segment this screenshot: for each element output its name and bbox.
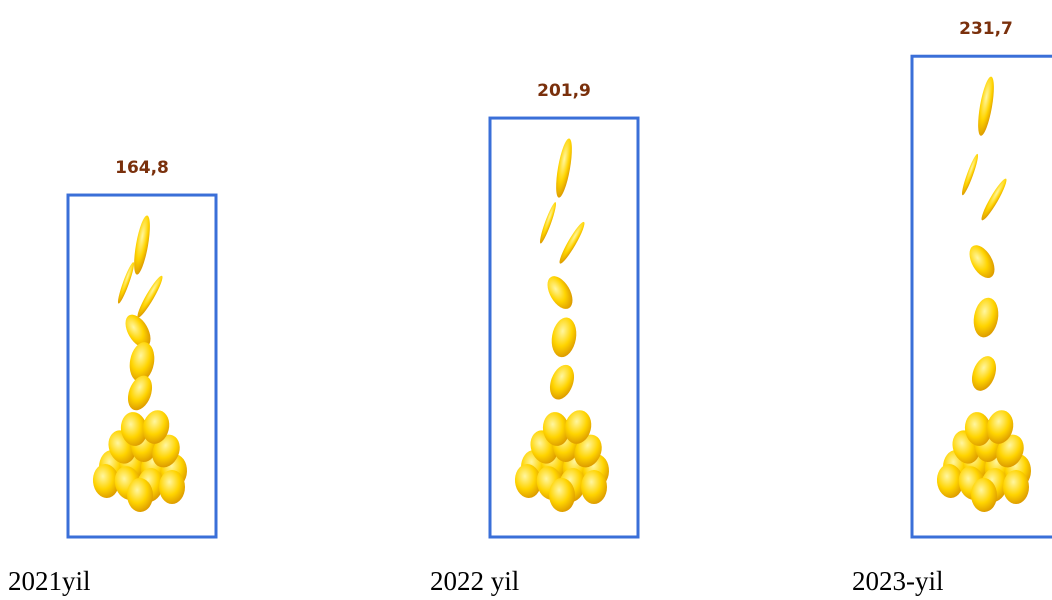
coin (960, 153, 981, 196)
chart: 164,8 2021yil 201,9 2022 yil 231,7 2023-yil (0, 0, 1052, 600)
page: {"chart_data": {"type": "bar", "categori… (0, 0, 1052, 600)
coin-decoration (935, 76, 1031, 513)
coin (979, 177, 1010, 223)
value-label: 231,7 (959, 19, 1013, 39)
coin (135, 274, 166, 320)
coin (542, 272, 577, 313)
coin (971, 296, 1002, 340)
coin-decoration (513, 137, 609, 512)
coin (1003, 470, 1029, 504)
coin (553, 137, 575, 198)
coin (549, 316, 580, 360)
coin (546, 361, 579, 402)
coin (968, 353, 1001, 394)
value-label: 164,8 (115, 158, 169, 178)
x-tick-label: 2022 yil (430, 566, 519, 596)
coin (159, 470, 185, 504)
coin (131, 214, 153, 275)
coin (538, 201, 559, 244)
value-label: 201,9 (537, 81, 591, 101)
x-tick-label: 2023-yil (852, 566, 944, 596)
coin (975, 76, 997, 137)
coin (581, 470, 607, 504)
coin (116, 261, 137, 304)
x-tick-label: 2021yil (8, 566, 91, 596)
coin (557, 220, 588, 266)
coin (124, 372, 157, 413)
coin-decoration (91, 214, 187, 512)
coin (964, 241, 999, 282)
